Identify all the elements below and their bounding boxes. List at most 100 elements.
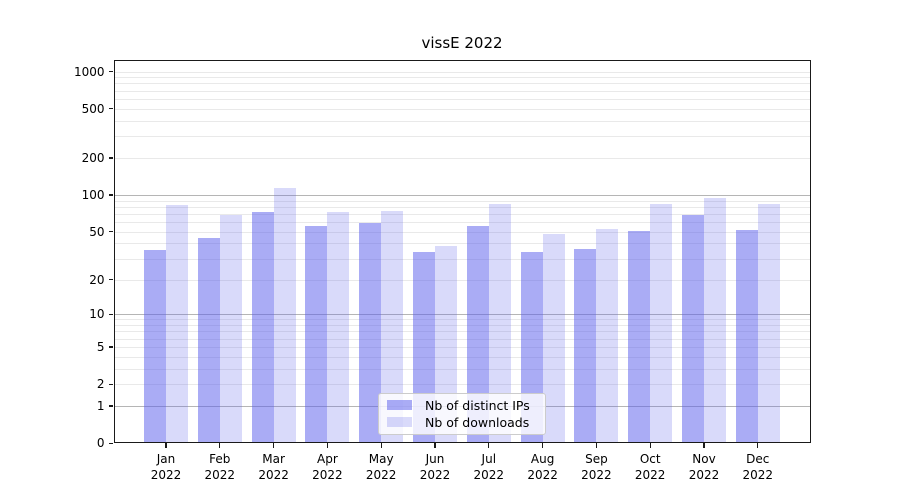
bar-ips-feb: [197, 238, 220, 444]
minor-gridline-600: [113, 98, 811, 100]
y-tick-100: [108, 194, 113, 196]
minor-gridline-90: [113, 200, 811, 202]
bar-ips-nov: [682, 215, 704, 444]
minor-gridline-70: [113, 213, 811, 215]
x-tick-label-jun: Jun 2022: [419, 452, 451, 483]
y-tick-500: [108, 108, 113, 110]
bar-ips-may: [359, 223, 382, 444]
x-tick-label-feb: Feb 2022: [204, 452, 236, 483]
bar-downloads-mar: [273, 188, 296, 444]
x-tick-label-jul: Jul 2022: [473, 452, 505, 483]
x-tick-nov: [703, 443, 705, 448]
minor-gridline-6: [113, 338, 811, 340]
minor-gridline-40: [113, 243, 811, 245]
legend-item-downloads: Nb of downloads: [387, 415, 537, 430]
minor-gridline-60: [113, 222, 811, 224]
chart-title: vissE 2022: [421, 34, 503, 52]
y-tick-20: [108, 278, 113, 281]
bar-ips-sep: [574, 249, 597, 444]
minor-gridline-400: [113, 120, 811, 122]
minor-gridline-8: [113, 325, 811, 327]
x-tick-label-dec: Dec 2022: [742, 452, 774, 483]
x-tick-apr: [326, 443, 328, 448]
bar-downloads-jul: [488, 204, 511, 444]
plot-area: [113, 59, 811, 444]
x-tick-label-mar: Mar 2022: [258, 452, 289, 483]
x-tick-oct: [649, 443, 651, 448]
legend-item-distinct-ips: Nb of distinct IPs: [387, 398, 537, 413]
minor-gridline-3: [113, 368, 811, 370]
bar-ips-jan: [144, 250, 166, 444]
y-tick-label-200: 200: [81, 150, 105, 165]
y-tick-200: [108, 157, 113, 159]
minor-gridline-300: [113, 136, 811, 138]
legend-label-distinct-ips: Nb of distinct IPs: [425, 397, 530, 413]
y-tick-1: [108, 405, 113, 407]
x-tick-jul: [488, 443, 490, 448]
minor-gridline-1000: [113, 71, 811, 73]
bar-ips-apr: [305, 225, 328, 444]
bar-downloads-nov: [704, 197, 726, 444]
y-tick-label-1: 1: [96, 399, 105, 414]
y-tick-0: [108, 442, 113, 444]
major-gridline-100: [113, 194, 811, 196]
bar-ips-mar: [251, 211, 274, 444]
x-tick-jun: [434, 443, 436, 448]
x-tick-label-oct: Oct 2022: [634, 452, 666, 483]
y-tick-label-2: 2: [96, 377, 105, 392]
bar-downloads-sep: [596, 228, 619, 444]
y-tick-label-50: 50: [89, 224, 105, 239]
x-tick-label-jan: Jan 2022: [150, 452, 182, 483]
bar-downloads-feb: [219, 214, 242, 444]
x-tick-feb: [219, 443, 221, 448]
minor-gridline-9: [113, 319, 811, 321]
y-tick-2: [108, 383, 113, 385]
y-tick-label-100: 100: [81, 187, 105, 202]
x-tick-label-aug: Aug 2022: [527, 452, 558, 483]
legend-swatch-downloads: [387, 417, 412, 427]
x-tick-label-sep: Sep 2022: [581, 452, 612, 483]
minor-gridline-5: [113, 346, 811, 348]
y-tick-10: [108, 313, 113, 315]
major-gridline-10: [113, 314, 811, 316]
y-tick-1000: [108, 70, 113, 73]
x-tick-label-may: May 2022: [365, 452, 397, 483]
x-tick-mar: [273, 443, 275, 448]
x-tick-dec: [757, 443, 759, 448]
bar-ips-oct: [628, 230, 651, 444]
minor-gridline-200: [113, 157, 811, 159]
bar-downloads-aug: [542, 233, 565, 444]
legend-label-downloads: Nb of downloads: [425, 414, 530, 430]
y-tick-50: [108, 231, 113, 233]
bar-downloads-jan: [166, 204, 188, 444]
bar-ips-dec: [735, 229, 758, 444]
bar-downloads-dec: [757, 204, 780, 444]
y-tick-label-5: 5: [96, 339, 105, 354]
y-tick-label-1000: 1000: [73, 64, 105, 79]
minor-gridline-50: [113, 231, 811, 233]
minor-gridline-20: [113, 279, 811, 281]
bar-downloads-apr: [327, 212, 350, 444]
minor-gridline-900: [113, 77, 811, 79]
minor-gridline-700: [113, 90, 811, 92]
minor-gridline-80: [113, 206, 811, 208]
y-tick-label-500: 500: [81, 101, 105, 116]
x-tick-aug: [542, 443, 544, 448]
minor-gridline-7: [113, 331, 811, 333]
x-tick-label-apr: Apr 2022: [312, 452, 343, 483]
y-tick-label-10: 10: [89, 307, 105, 322]
y-tick-label-20: 20: [89, 272, 105, 287]
bar-downloads-oct: [650, 203, 673, 444]
x-tick-may: [380, 443, 382, 448]
bar-ips-jul: [466, 225, 489, 444]
y-tick-label-0: 0: [96, 436, 105, 451]
minor-gridline-4: [113, 356, 811, 358]
legend-swatch-distinct-ips: [387, 400, 412, 410]
x-tick-sep: [595, 443, 597, 448]
x-tick-label-nov: Nov 2022: [688, 452, 720, 483]
minor-gridline-2: [113, 384, 811, 386]
minor-gridline-30: [113, 258, 811, 260]
y-tick-5: [108, 346, 113, 348]
minor-gridline-800: [113, 83, 811, 85]
